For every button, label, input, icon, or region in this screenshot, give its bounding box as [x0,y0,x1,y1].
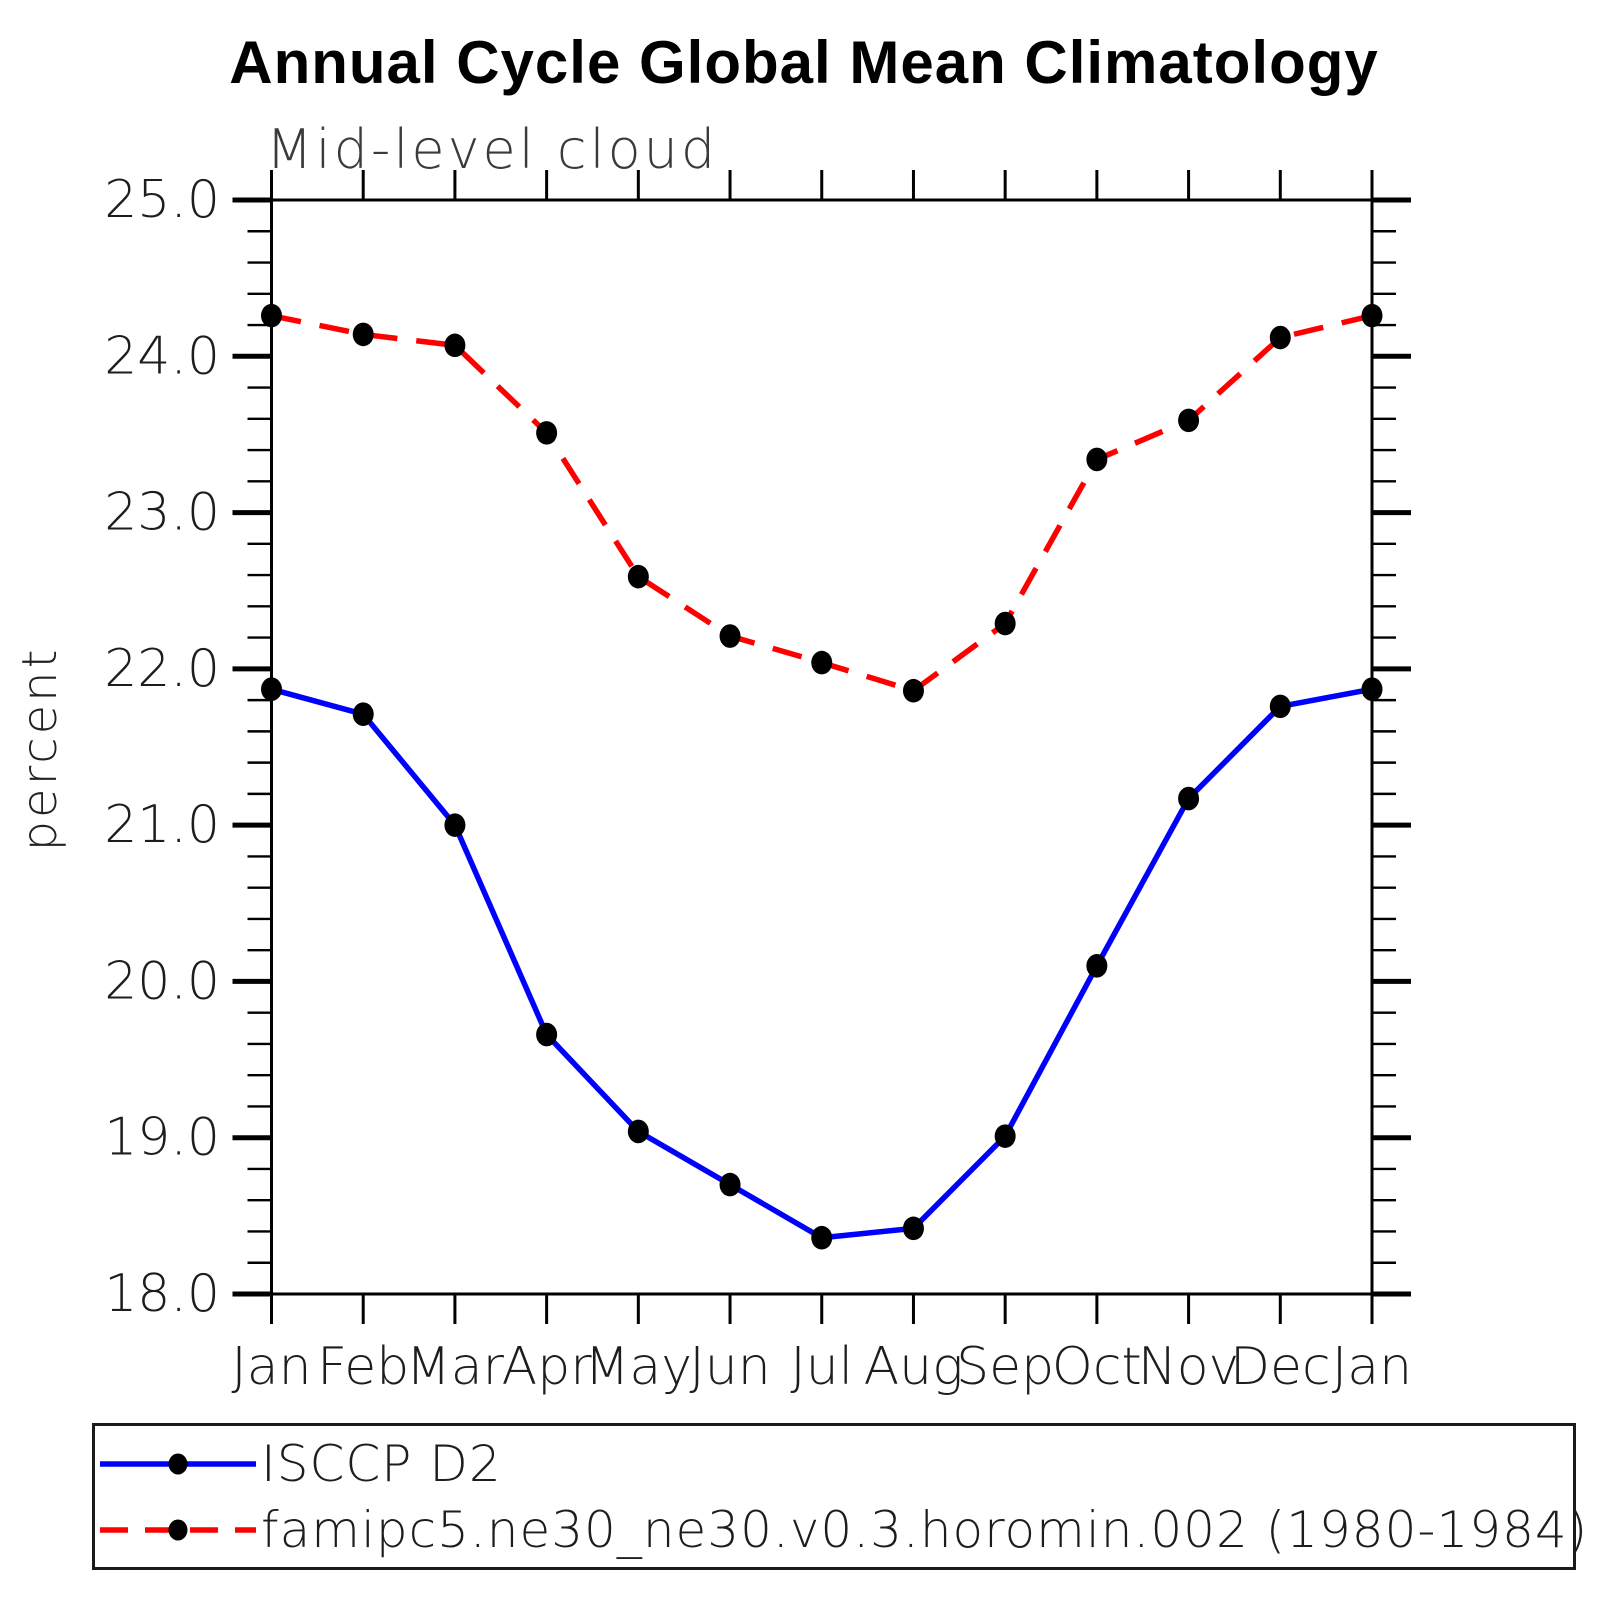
chart-title: Annual Cycle Global Mean Climatology [229,29,1379,96]
legend-label-model: famipc5.ne30_ne30.v0.3.horomin.002 (1980… [261,1501,1589,1559]
data-point [261,303,282,328]
series-line-isccp [270,686,1373,1241]
data-point [1178,786,1200,811]
y-tick-label: 20.0 [104,951,220,1011]
data-point [352,322,374,347]
data-point [1086,447,1108,472]
month-label: Jan [1332,1337,1412,1397]
month-label: Mar [406,1337,505,1397]
axes-layer [232,170,1411,1324]
month-label: Apr [502,1337,593,1397]
legend-row-isccp: ISCCP D2 [95,1434,1573,1494]
data-point [1361,677,1383,701]
month-label: Dec [1230,1337,1331,1397]
month-label: May [585,1337,693,1397]
legend-row-model: famipc5.ne30_ne30.v0.3.horomin.002 (1980… [95,1500,1587,1560]
data-point [902,1216,924,1241]
series-line-model [270,312,1373,694]
data-point [536,1022,558,1047]
data-point [811,650,833,675]
data-point [902,678,924,703]
data-point [1086,954,1108,978]
legend-swatch-model [100,1519,256,1541]
legend-label-isccp: ISCCP D2 [261,1435,502,1493]
data-point [627,564,649,589]
data-point [1178,408,1200,433]
data-point [444,333,466,358]
data-point [811,1225,833,1250]
plot-frame [270,198,1374,1296]
y-tick-label: 21.0 [104,795,220,855]
legend: ISCCP D2 famipc5.ne30_ne30.v0.3.horomin.… [92,1423,1587,1570]
y-tick-label: 19.0 [104,1108,220,1168]
y-tick-label: 24.0 [104,326,220,386]
data-point [1269,694,1291,719]
chart-subtitle: Mid-level cloud [266,118,719,181]
data-point [444,813,466,837]
month-label: Oct [1052,1337,1142,1397]
data-point [627,1119,649,1144]
data-point [719,624,741,648]
month-label: Jul [790,1337,853,1397]
month-label: Feb [317,1337,409,1397]
data-point [261,677,282,701]
data-point [719,1172,741,1197]
y-tick-label: 22.0 [104,639,220,699]
series-layer [261,303,1383,1250]
month-label: Sep [956,1337,1054,1397]
y-tick-label: 18.0 [104,1264,220,1324]
legend-marker-dot-icon [168,1519,188,1541]
y-tick-label: 25.0 [104,170,220,230]
month-label: Nov [1138,1337,1240,1397]
data-point [1361,303,1383,328]
data-point [994,1124,1016,1148]
month-label: Aug [864,1337,964,1397]
month-label: Jun [689,1337,770,1397]
data-point [994,611,1016,636]
month-label: Jan [231,1337,311,1397]
data-point [536,421,558,445]
y-tick-label: 23.0 [104,483,220,543]
data-point [1269,325,1291,350]
legend-swatch-isccp [100,1453,256,1475]
data-point [352,702,374,726]
legend-marker-dot-icon [168,1453,188,1475]
